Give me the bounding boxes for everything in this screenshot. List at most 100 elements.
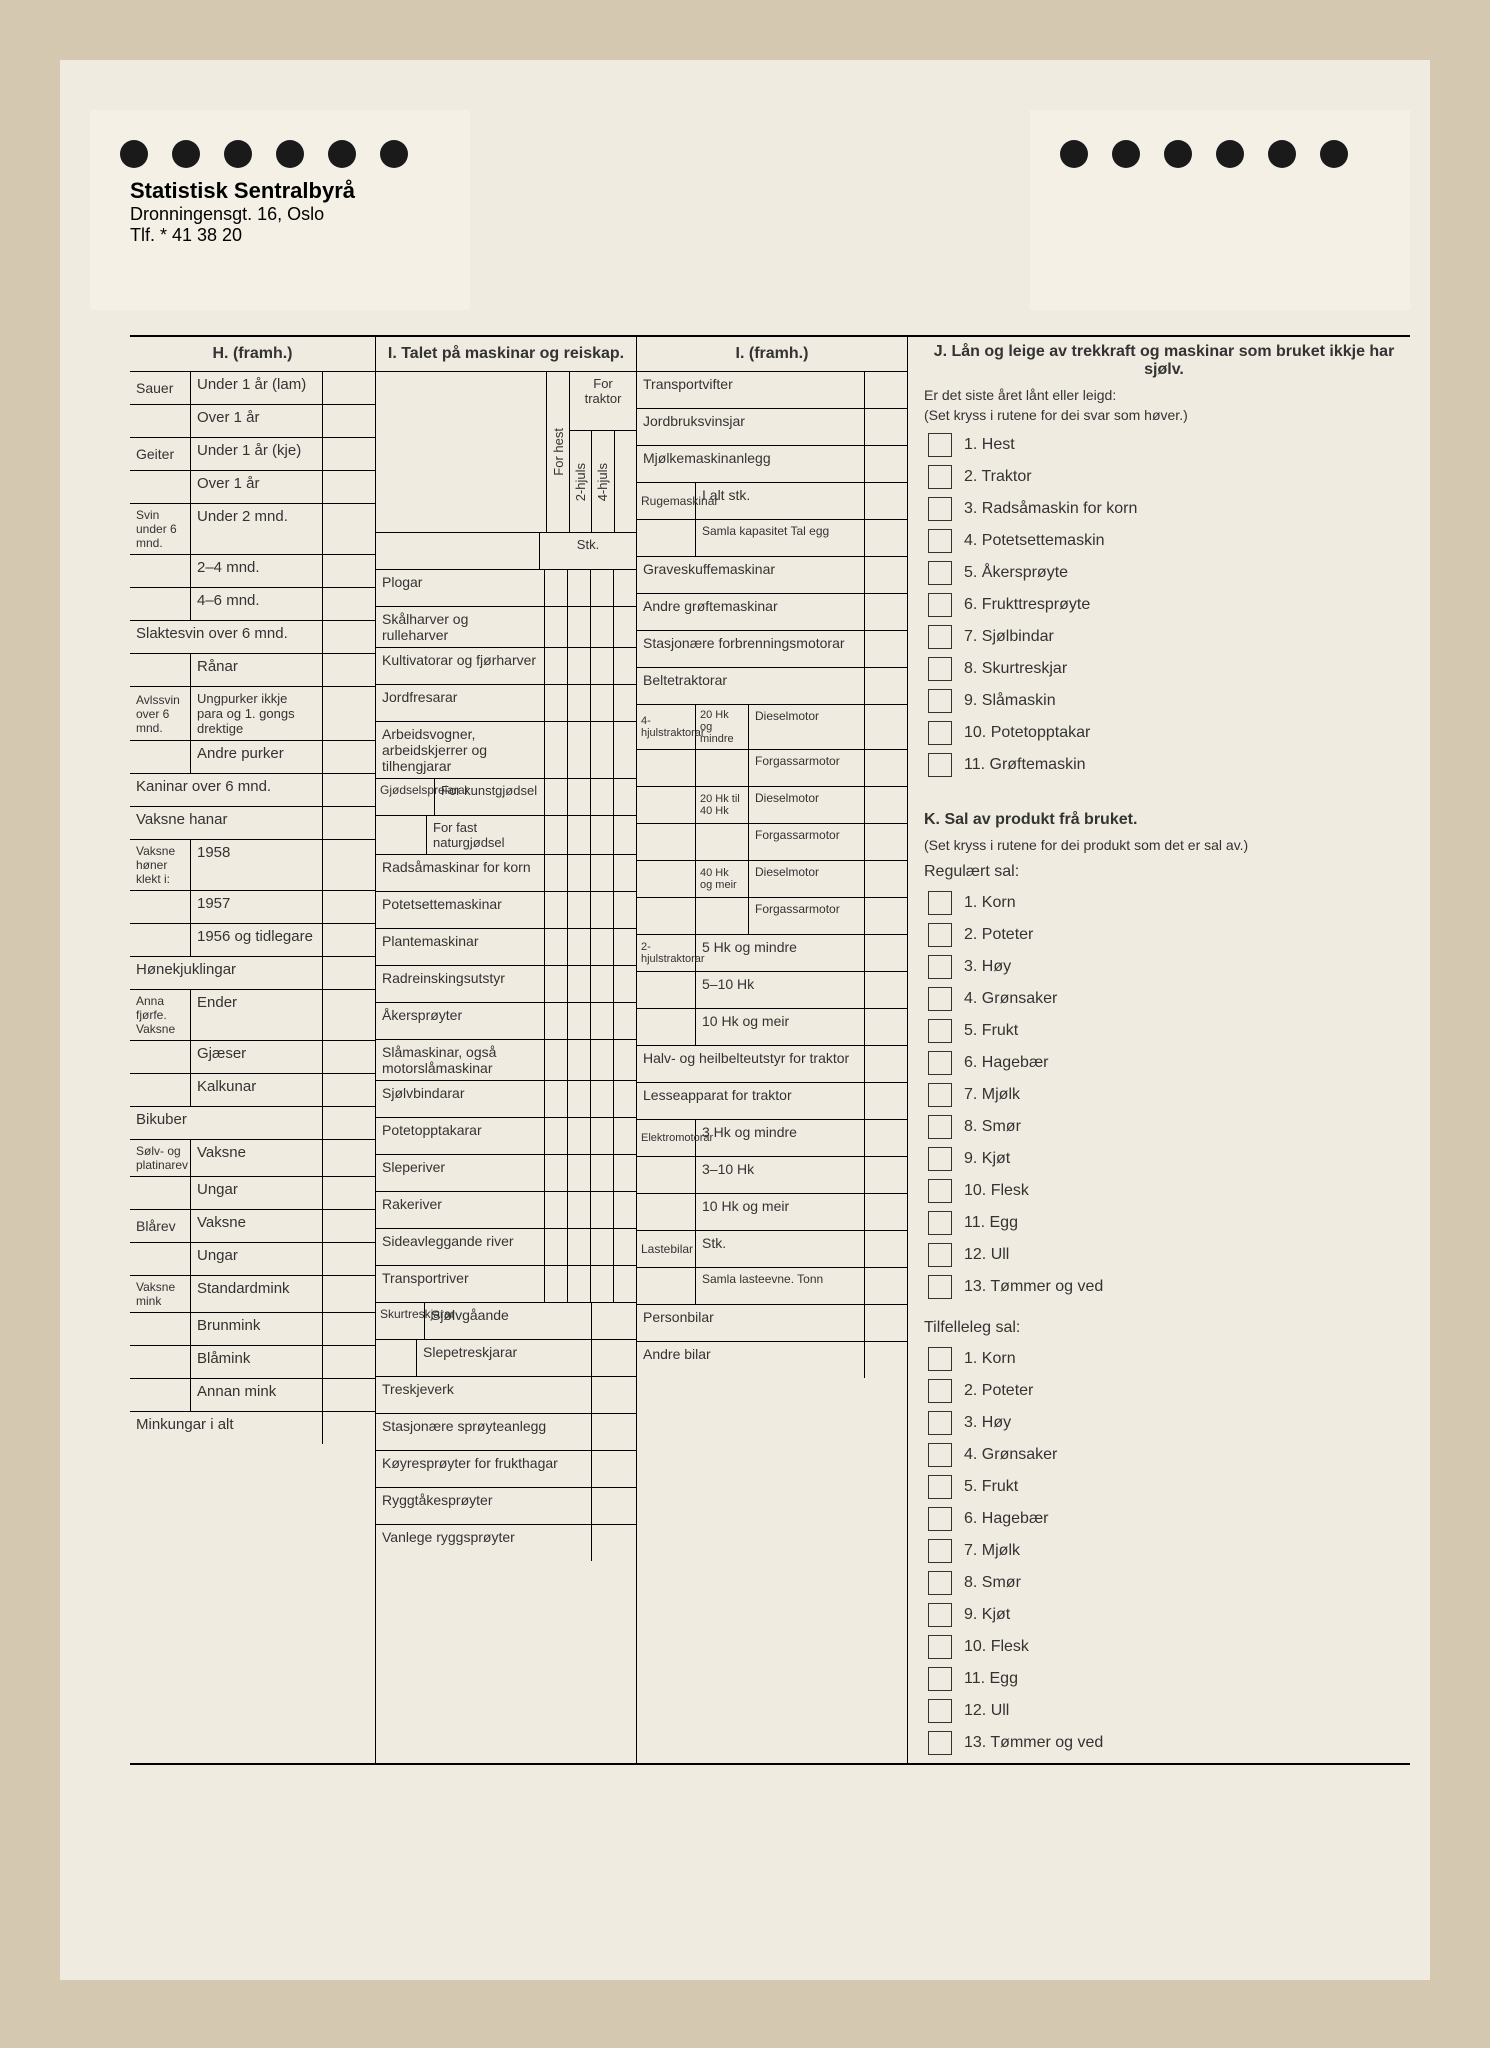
check-label: 3. Radsåmaskin for korn xyxy=(964,500,1137,518)
value-cell[interactable] xyxy=(323,372,375,404)
value-cell[interactable] xyxy=(323,471,375,503)
checkbox[interactable] xyxy=(928,561,952,585)
label-blarev: Blårev xyxy=(130,1210,191,1242)
row-sauer-u1: Sauer Under 1 år (lam) xyxy=(130,371,375,404)
value-cell[interactable] xyxy=(323,990,375,1040)
checkbox[interactable] xyxy=(928,1115,952,1139)
value-cell[interactable] xyxy=(323,891,375,923)
k-til-label: Tilfelleleg sal: xyxy=(918,1317,1410,1339)
value-cell[interactable] xyxy=(323,588,375,620)
check-label: 8. Skurtreskjar xyxy=(964,660,1067,678)
check-item: 13. Tømmer og ved xyxy=(928,1727,1400,1759)
label-solvrev: Sølv- og platinarev xyxy=(130,1140,191,1176)
checkbox[interactable] xyxy=(928,1443,952,1467)
checkbox[interactable] xyxy=(928,593,952,617)
row-solvrev-v: Sølv- og platinarev Vaksne xyxy=(130,1139,375,1176)
value-cell[interactable] xyxy=(323,1276,375,1312)
check-item: 1. Hest xyxy=(928,429,1400,461)
value-cell[interactable] xyxy=(323,1243,375,1275)
checkbox[interactable] xyxy=(928,1539,952,1563)
hole-icon xyxy=(1216,140,1244,168)
checkbox[interactable] xyxy=(928,1507,952,1531)
checkbox[interactable] xyxy=(928,465,952,489)
checkbox[interactable] xyxy=(928,529,952,553)
value-cell[interactable] xyxy=(323,687,375,740)
value-cell[interactable] xyxy=(323,1313,375,1345)
value-cell[interactable] xyxy=(323,1379,375,1411)
checkbox[interactable] xyxy=(928,1731,952,1755)
checkbox[interactable] xyxy=(928,1083,952,1107)
check-item: 4. Grønsaker xyxy=(928,1439,1400,1471)
checkbox[interactable] xyxy=(928,1019,952,1043)
value-cell[interactable] xyxy=(323,1041,375,1073)
row-beltetraktorar: Beltetraktorar xyxy=(637,667,907,704)
row-plogar: Plogar xyxy=(376,569,636,606)
check-item: 6. Frukttresprøyte xyxy=(928,589,1400,621)
value-cell[interactable] xyxy=(323,807,375,839)
row-lastebilar-stk: Lastebilar Stk. xyxy=(637,1230,907,1267)
check-item: 3. Høy xyxy=(928,951,1400,983)
checkbox[interactable] xyxy=(928,497,952,521)
i-header-row: For hest For traktor 2-hjuls 4-hjuls xyxy=(376,371,636,532)
checkbox[interactable] xyxy=(928,1475,952,1499)
checkbox[interactable] xyxy=(928,1211,952,1235)
check-item: 1. Korn xyxy=(928,887,1400,919)
checkbox[interactable] xyxy=(928,1179,952,1203)
value-cell[interactable] xyxy=(323,555,375,587)
checkbox[interactable] xyxy=(928,891,952,915)
row-lastebilar-samla: Samla lasteevne. Tonn xyxy=(637,1267,907,1304)
value-cell[interactable] xyxy=(323,741,375,773)
value-cell[interactable] xyxy=(323,654,375,686)
value-cell[interactable] xyxy=(323,1412,375,1444)
hole-icon xyxy=(172,140,200,168)
checkbox[interactable] xyxy=(928,1603,952,1627)
section-i2-title: I. (framh.) xyxy=(637,337,907,371)
row-skurtres-sjolv: Skurtreskjarar Sjølvgåande xyxy=(376,1302,636,1339)
value-cell[interactable] xyxy=(323,504,375,554)
checkbox[interactable] xyxy=(928,1147,952,1171)
check-item: 9. Kjøt xyxy=(928,1599,1400,1631)
value-cell[interactable] xyxy=(323,1210,375,1242)
checkbox[interactable] xyxy=(928,1347,952,1371)
value-cell[interactable] xyxy=(323,405,375,437)
checkbox[interactable] xyxy=(928,1411,952,1435)
checkbox[interactable] xyxy=(928,987,952,1011)
checkbox[interactable] xyxy=(928,753,952,777)
header-2hjuls: 2-hjuls xyxy=(570,431,592,532)
checkbox[interactable] xyxy=(928,625,952,649)
value-cell[interactable] xyxy=(323,957,375,989)
value-cell[interactable] xyxy=(323,840,375,890)
check-label: 3. Høy xyxy=(964,958,1011,976)
check-item: 4. Potetsettemaskin xyxy=(928,525,1400,557)
checkbox[interactable] xyxy=(928,1243,952,1267)
checkbox[interactable] xyxy=(928,689,952,713)
checkbox[interactable] xyxy=(928,1571,952,1595)
checkbox[interactable] xyxy=(928,1667,952,1691)
value-cell[interactable] xyxy=(323,1346,375,1378)
value-cell[interactable] xyxy=(323,1140,375,1176)
value-cell[interactable] xyxy=(323,924,375,956)
value-cell[interactable] xyxy=(323,1177,375,1209)
label-blamink: Blåmink xyxy=(191,1346,323,1378)
checkbox[interactable] xyxy=(928,1051,952,1075)
value-cell[interactable] xyxy=(323,1107,375,1139)
org-name: Statistisk Sentralbyrå xyxy=(130,178,430,204)
checkbox[interactable] xyxy=(928,923,952,947)
checkbox[interactable] xyxy=(928,657,952,681)
value-cell[interactable] xyxy=(323,621,375,653)
checkbox[interactable] xyxy=(928,955,952,979)
checkbox[interactable] xyxy=(928,1379,952,1403)
checkbox[interactable] xyxy=(928,433,952,457)
checkbox[interactable] xyxy=(928,721,952,745)
value-cell[interactable] xyxy=(323,1074,375,1106)
checkbox[interactable] xyxy=(928,1635,952,1659)
row-vaksne-hanar: Vaksne hanar xyxy=(130,806,375,839)
value-cell[interactable] xyxy=(323,774,375,806)
row-andre-purker: Andre purker xyxy=(130,740,375,773)
checkbox[interactable] xyxy=(928,1699,952,1723)
checkbox[interactable] xyxy=(928,1275,952,1299)
value-cell[interactable] xyxy=(323,438,375,470)
check-item: 11. Egg xyxy=(928,1663,1400,1695)
label-svin-u2: Under 2 mnd. xyxy=(191,504,323,554)
check-label: 5. Frukt xyxy=(964,1022,1018,1040)
